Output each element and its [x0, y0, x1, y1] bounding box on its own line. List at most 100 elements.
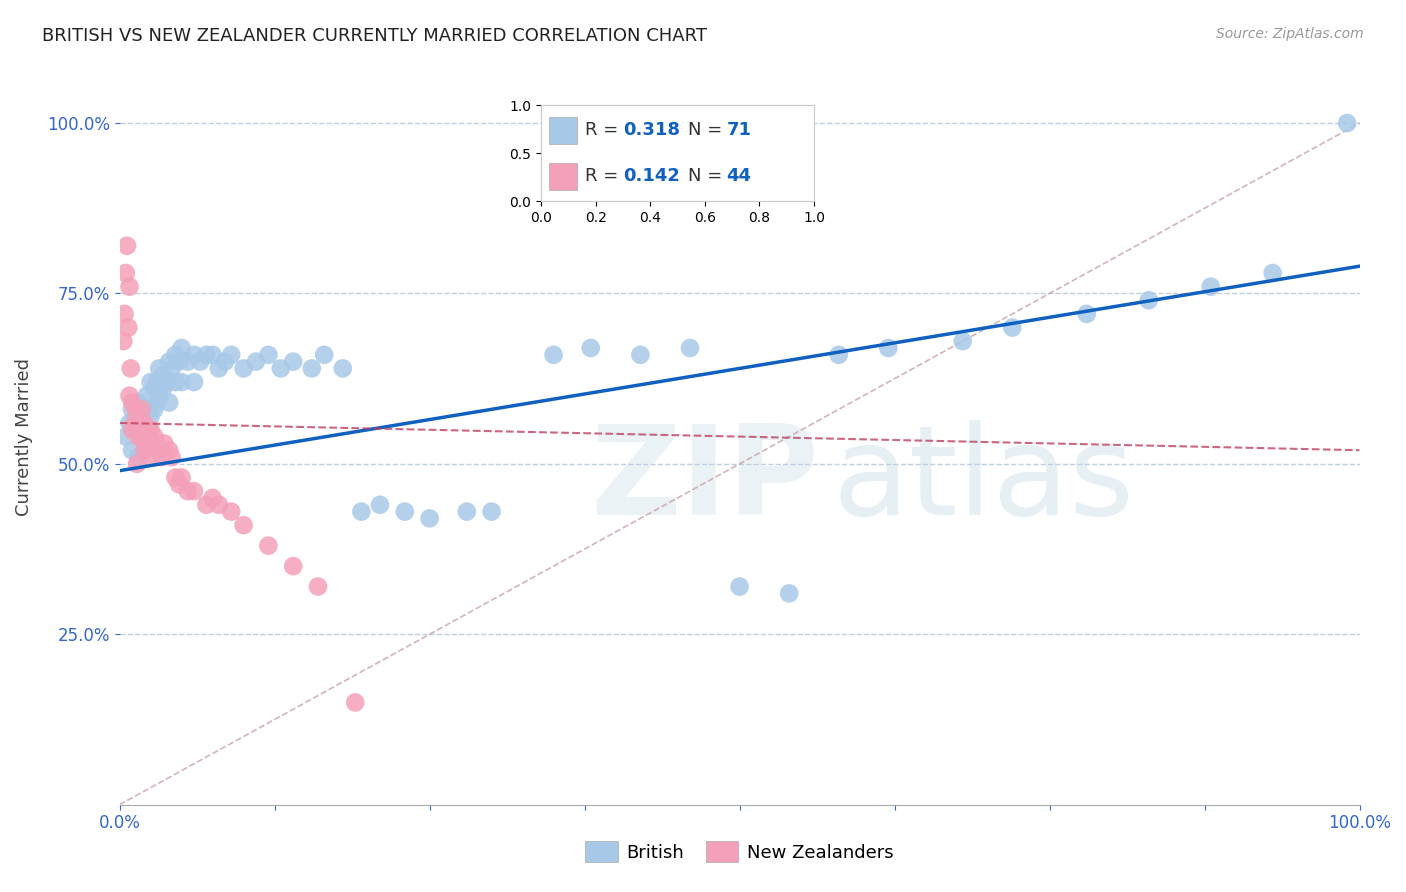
- Point: [165, 375, 187, 389]
- Point: [257, 348, 280, 362]
- Point: [350, 505, 373, 519]
- Point: [157, 354, 180, 368]
- Point: [877, 341, 900, 355]
- Point: [283, 559, 305, 574]
- Point: [728, 580, 751, 594]
- Point: [456, 505, 478, 519]
- Point: [131, 429, 153, 443]
- Point: [139, 375, 162, 389]
- Point: [160, 450, 183, 464]
- Point: [157, 443, 180, 458]
- Point: [125, 402, 148, 417]
- Point: [157, 395, 180, 409]
- Point: [183, 375, 205, 389]
- Point: [208, 361, 231, 376]
- Point: [283, 354, 305, 368]
- Y-axis label: Currently Married: Currently Married: [15, 358, 32, 516]
- Bar: [550, 162, 576, 189]
- Point: [139, 450, 162, 464]
- Point: [114, 266, 136, 280]
- Point: [146, 375, 169, 389]
- Point: [128, 416, 150, 430]
- Point: [170, 341, 193, 355]
- Point: [828, 348, 851, 362]
- Point: [195, 498, 218, 512]
- Point: [177, 354, 200, 368]
- Point: [332, 361, 354, 376]
- Point: [112, 334, 135, 348]
- Text: ZIP: ZIP: [591, 420, 820, 541]
- Point: [114, 307, 136, 321]
- Point: [139, 423, 162, 437]
- Text: 71: 71: [727, 121, 752, 139]
- Text: Source: ZipAtlas.com: Source: ZipAtlas.com: [1216, 27, 1364, 41]
- Point: [160, 361, 183, 376]
- Point: [134, 402, 156, 417]
- Point: [579, 341, 602, 355]
- Point: [165, 470, 187, 484]
- Point: [120, 361, 142, 376]
- Point: [1076, 307, 1098, 321]
- Point: [1001, 320, 1024, 334]
- Point: [139, 409, 162, 424]
- Point: [135, 436, 157, 450]
- Point: [232, 361, 254, 376]
- Point: [143, 382, 166, 396]
- Point: [127, 429, 149, 443]
- Point: [114, 429, 136, 443]
- Text: N =: N =: [689, 121, 728, 139]
- Point: [628, 348, 651, 362]
- Point: [344, 695, 367, 709]
- Point: [177, 484, 200, 499]
- Point: [679, 341, 702, 355]
- Point: [128, 416, 150, 430]
- Legend: British, New Zealanders: British, New Zealanders: [578, 834, 901, 870]
- Point: [1137, 293, 1160, 308]
- Point: [368, 498, 391, 512]
- Point: [153, 436, 176, 450]
- Text: N =: N =: [689, 167, 728, 186]
- Point: [148, 361, 170, 376]
- Point: [118, 389, 141, 403]
- Point: [134, 443, 156, 458]
- Point: [170, 470, 193, 484]
- Point: [201, 348, 224, 362]
- Text: BRITISH VS NEW ZEALANDER CURRENTLY MARRIED CORRELATION CHART: BRITISH VS NEW ZEALANDER CURRENTLY MARRI…: [42, 27, 707, 45]
- Point: [121, 395, 143, 409]
- Text: 0.318: 0.318: [623, 121, 681, 139]
- Point: [135, 436, 157, 450]
- Point: [778, 586, 800, 600]
- Point: [127, 450, 149, 464]
- Point: [150, 450, 173, 464]
- Point: [125, 457, 148, 471]
- Point: [121, 423, 143, 437]
- Text: atlas: atlas: [832, 420, 1135, 541]
- Text: 0.142: 0.142: [623, 167, 681, 186]
- Point: [257, 539, 280, 553]
- Point: [134, 416, 156, 430]
- Point: [138, 423, 160, 437]
- Point: [156, 375, 179, 389]
- Text: 44: 44: [727, 167, 752, 186]
- Point: [167, 477, 190, 491]
- Point: [143, 429, 166, 443]
- Point: [270, 361, 292, 376]
- Point: [146, 436, 169, 450]
- Point: [314, 348, 336, 362]
- Point: [127, 395, 149, 409]
- Point: [152, 382, 174, 396]
- Point: [232, 518, 254, 533]
- Point: [394, 505, 416, 519]
- Point: [219, 505, 242, 519]
- Point: [124, 423, 146, 437]
- Point: [118, 416, 141, 430]
- Point: [1336, 116, 1358, 130]
- Point: [481, 505, 503, 519]
- Point: [148, 443, 170, 458]
- Text: R =: R =: [585, 121, 624, 139]
- Point: [543, 348, 565, 362]
- Point: [170, 375, 193, 389]
- Point: [121, 402, 143, 417]
- Point: [117, 320, 139, 334]
- Point: [952, 334, 974, 348]
